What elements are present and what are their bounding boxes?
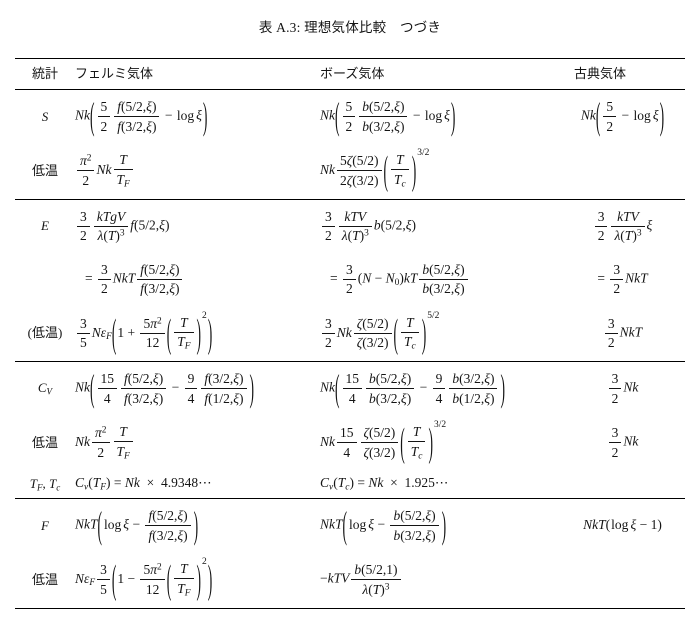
formula-cell-classical: 3 2 kTV λ(T)3 ξ (560, 209, 685, 244)
formula-cell-bose: 3 2 Nk ζ(5/2) ζ(3/2)(T Tc) 5/2 (320, 311, 560, 352)
table-caption: 表 A.3: 理想気体比較 つづき (258, 20, 442, 35)
table-row: CV Nk(15 4 f(5/2,ξ) f(3/2,ξ) − 9 4 f(3/2,ξ) f(1… (15, 362, 685, 415)
formula-cell-bose: Nk(5 2 b(5/2,ξ) b(3/2,ξ) − log ξ) (320, 94, 456, 138)
formula-cell-fermi: Cv(TF) = Nk × 4.9348⋯ (75, 475, 212, 493)
table-rule-bottom (15, 607, 685, 609)
table-row: TF, Tc Cv(TF) = Nk × 4.9348⋯ Cv(Tc) = Nk ×… (15, 470, 685, 498)
table-row: E 3 2 kTgV λ(T)3 f(5/2,ξ) 3 2 kTV λ(T)3 b(5/2,ξ) 3 2… (15, 200, 685, 253)
formula-cell-bose: = 3 2 (N − N0)kT b(5/2,ξ) b(3/2,ξ) (320, 262, 560, 297)
header-row: 統計 フェルミ気体 ボーズ気体 古典気体 (15, 59, 685, 89)
row-label: S (41, 108, 49, 124)
table-row: = 3 2 NkT f(5/2,ξ) f(3/2,ξ) = 3 2 (N − N0)kT b(5… (15, 253, 685, 306)
formula-cell-classical: 3 2 Nk (560, 425, 685, 460)
formula-cell-fermi: 3 5 NεF(1 + 5π2 12(T TF) 2) (75, 311, 320, 352)
table-row: 低温 NεF 3 5(1 − 5π2 12(T TF) 2) −kTV b(5/2,1) λ(T)… (15, 552, 685, 607)
formula-cell-fermi: Nk π2 2 T TF (75, 424, 320, 461)
header-fermi-gas: フェルミ気体 (75, 66, 154, 81)
table-rule-top (15, 58, 685, 59)
row-label: F (41, 517, 49, 533)
formula-cell-classical: 3 2 NkT (560, 316, 685, 351)
header-classical-gas: 古典気体 (574, 66, 627, 81)
formula-cell-bose: NkT(log ξ − b(5/2,ξ) b(3/2,ξ)) (320, 503, 447, 547)
formula-cell-fermi: 3 2 kTgV λ(T)3 f(5/2,ξ) (75, 209, 320, 244)
row-label: 低温 (31, 571, 59, 587)
row-label: CV (37, 380, 53, 397)
formula-cell-bose: Nk 15 4 ζ(5/2) ζ(3/2)(T Tc) 3/2 (320, 419, 447, 465)
formula-cell-fermi: NkT(log ξ − f(5/2,ξ) f(3/2,ξ)) (75, 503, 199, 547)
table-row: 低温 Nk π2 2 T TF Nk 15 4 ζ(5/2) ζ(3/2)(T Tc) 3/2 3 2 Nk (15, 415, 685, 470)
formula-cell-classical: NkT(log ξ − 1) (583, 517, 662, 533)
formula-cell-bose: 3 2 kTV λ(T)3 b(5/2,ξ) (320, 209, 560, 244)
table-row: (低温) 3 5 NεF(1 + 5π2 12(T TF) 2) 3 2 Nk ζ(5/2) ζ(3/… (15, 306, 685, 361)
formula-cell-fermi: Nk(5 2 f(5/2,ξ) f(3/2,ξ) − log ξ) (75, 94, 208, 138)
formula-cell-classical: Nk(5 2 − log ξ) (580, 94, 665, 138)
formula-cell-bose: −kTV b(5/2,1) λ(T)3 (320, 562, 560, 597)
row-label: 低温 (31, 162, 59, 178)
formula-cell-fermi: NεF 3 5(1 − 5π2 12(T TF) 2) (75, 556, 213, 602)
header-statistic: 統計 (31, 66, 58, 81)
row-label: E (41, 218, 49, 233)
formula-cell-classical: = 3 2 NkT (597, 261, 648, 297)
formula-cell-classical: 3 2 Nk (560, 371, 685, 406)
header-bose-gas: ボーズ気体 (320, 66, 385, 81)
table-row: 低温 π2 2 Nk T TF Nk 5ζ(5/2) 2ζ(3/2)(T Tc) 3/2 (15, 143, 685, 198)
formula-cell-bose: Nk 5ζ(5/2) 2ζ(3/2)(T Tc) 3/2 (320, 147, 430, 193)
table-row: F NkT(log ξ − f(5/2,ξ) f(3/2,ξ)) NkT(log ξ − … (15, 499, 685, 552)
row-label: (低温) (27, 325, 63, 341)
section-rule (15, 498, 685, 500)
table-body: S Nk(5 2 f(5/2,ξ) f(3/2,ξ) − log ξ) Nk(5 2 b(5/2… (15, 90, 685, 607)
formula-cell-bose: Cv(Tc) = Nk × 1.925⋯ (320, 475, 449, 493)
formula-cell-bose: Nk(15 4 b(5/2,ξ) b(3/2,ξ) − 9 4 b(3/2,ξ) b(1/2… (320, 366, 505, 409)
formula-cell-fermi: Nk(15 4 f(5/2,ξ) f(3/2,ξ) − 9 4 f(3/2,ξ) f(1/2… (75, 366, 255, 409)
row-label: TF, Tc (29, 476, 61, 493)
table-rule-header (15, 89, 685, 91)
comparison-table: 統計 フェルミ気体 ボーズ気体 古典気体 S Nk(5 2 f(5/2,ξ) f(3/2… (15, 58, 685, 609)
formula-cell-fermi: π2 2 Nk T TF (75, 152, 320, 189)
formula-cell-fermi: = 3 2 NkT f(5/2,ξ) f(3/2,ξ) (75, 262, 320, 297)
row-label: 低温 (31, 434, 59, 450)
section-rule (15, 198, 685, 200)
table-row: S Nk(5 2 f(5/2,ξ) f(3/2,ξ) − log ξ) Nk(5 2 b(5/2… (15, 90, 685, 143)
section-rule (15, 361, 685, 362)
